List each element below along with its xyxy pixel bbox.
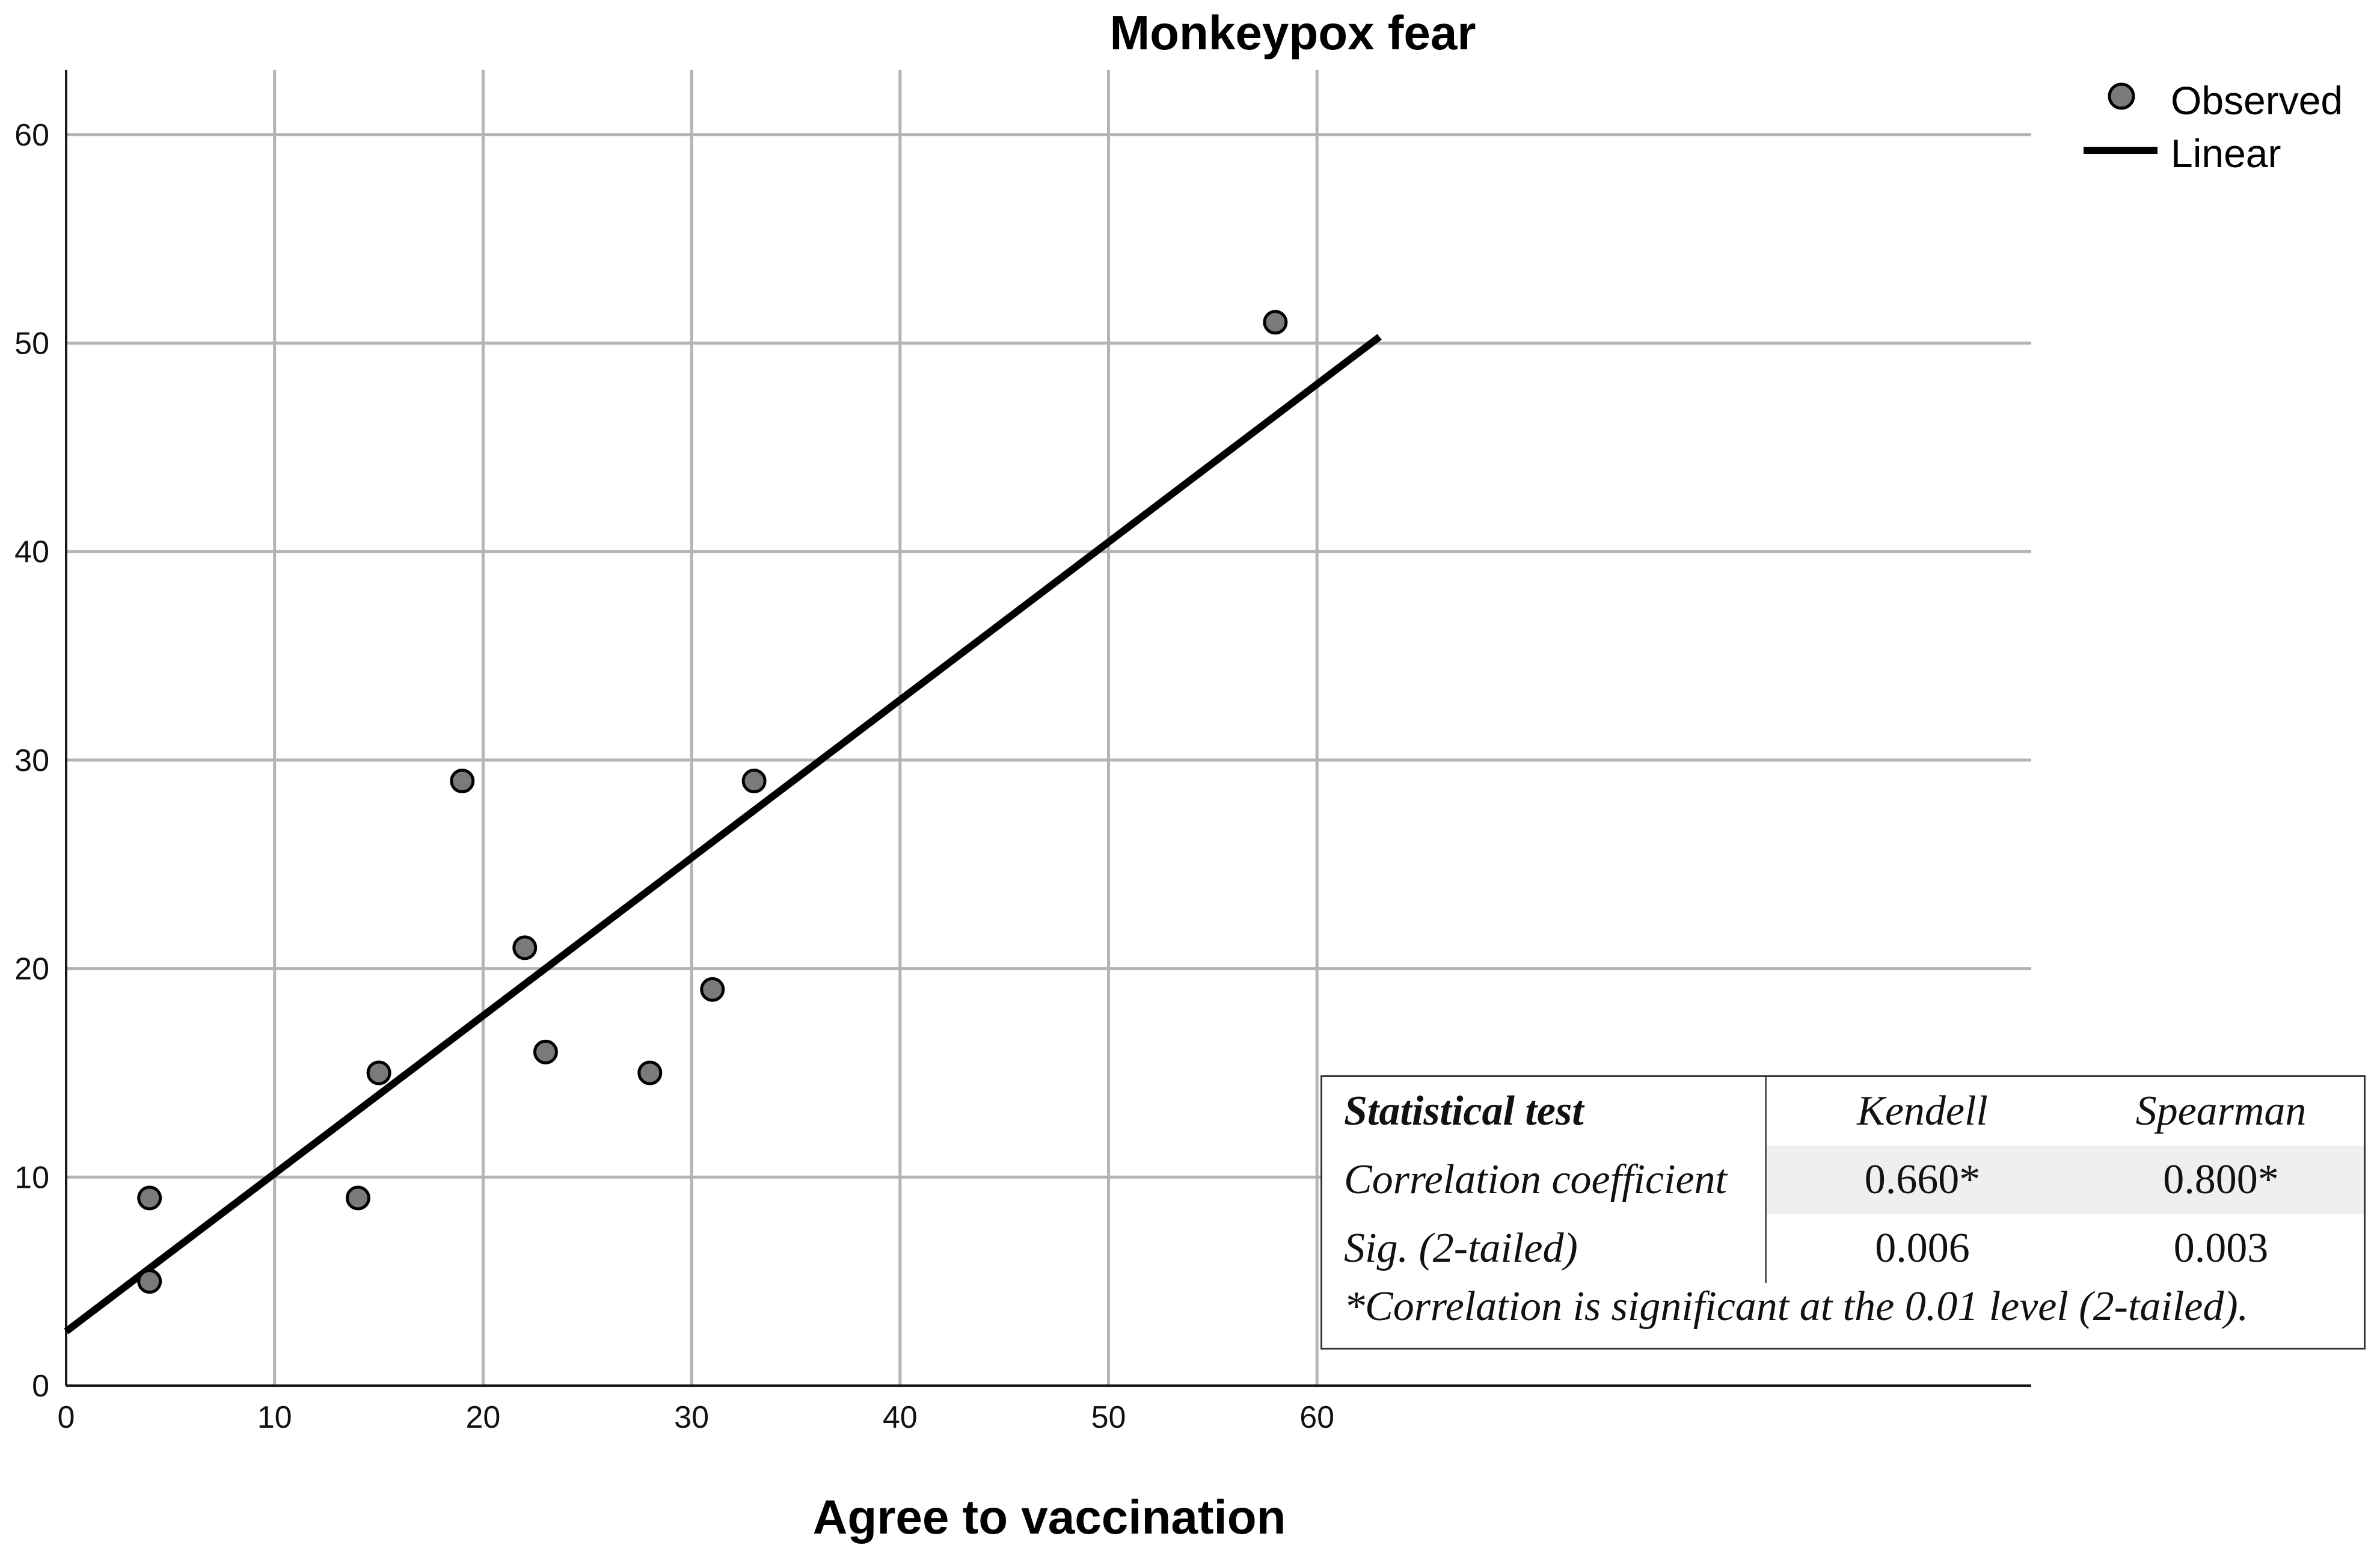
data-point — [700, 977, 725, 1002]
stats-header-kendell: Kendell — [1765, 1077, 2078, 1146]
x-tick-labels: 0 10 20 30 40 50 60 — [58, 1400, 1335, 1435]
stats-header-spearman: Spearman — [2135, 1088, 2307, 1134]
data-point — [366, 1060, 391, 1086]
data-point — [533, 1039, 558, 1064]
legend: Observed Linear — [2084, 78, 2343, 176]
grid-lines — [66, 70, 2031, 1386]
statistics-grid: Statistical test Kendell Spearman Correl… — [1322, 1077, 2364, 1283]
stats-kendell-value: 0.660* — [1765, 1146, 2078, 1214]
x-axis-title: Agree to vaccination — [813, 1490, 1286, 1544]
y-tick-label: 40 — [14, 535, 49, 570]
stats-header-row: Statistical test Kendell Spearman — [1322, 1077, 2364, 1146]
stats-footnote: *Correlation is significant at the 0.01 … — [1344, 1283, 2249, 1330]
linear-fit-line — [64, 334, 1382, 1335]
statistics-table: Statistical test Kendell Spearman Correl… — [1320, 1075, 2366, 1350]
stats-spearman-value: 0.800* — [2078, 1146, 2364, 1214]
y-tick-label: 60 — [14, 118, 49, 153]
y-tick-label: 30 — [14, 743, 49, 778]
y-tick-label: 10 — [14, 1160, 49, 1195]
x-tick-label: 50 — [1091, 1400, 1126, 1435]
y-tick-label: 50 — [14, 327, 49, 361]
stats-row-label: Sig. (2-tailed) — [1344, 1225, 1578, 1271]
data-points — [137, 310, 1288, 1294]
stats-row-significance: Sig. (2-tailed) 0.006 0.003 — [1322, 1214, 2364, 1283]
stats-header-label: Statistical test — [1344, 1088, 1584, 1134]
x-tick-label: 30 — [674, 1400, 709, 1435]
data-point — [512, 935, 538, 960]
legend-linear-label: Linear — [2171, 131, 2281, 176]
data-point — [741, 769, 767, 794]
data-point — [450, 769, 475, 794]
axes — [65, 70, 2031, 1387]
fit-line-group — [64, 334, 1382, 1335]
x-tick-label: 40 — [883, 1400, 918, 1435]
x-tick-label: 20 — [465, 1400, 500, 1435]
legend-observed-label: Observed — [2171, 78, 2343, 123]
y-tick-label: 20 — [14, 952, 49, 987]
data-point — [637, 1060, 663, 1086]
stats-row-label: Correlation coefficient — [1344, 1156, 1728, 1203]
data-point — [345, 1185, 370, 1211]
data-point — [137, 1185, 162, 1211]
data-point — [137, 1269, 162, 1294]
stats-row-correlation: Correlation coefficient 0.660* 0.800* — [1322, 1146, 2364, 1214]
y-tick-labels: 0 10 20 30 40 50 60 — [14, 118, 49, 1404]
stats-kendell-value: 0.006 — [1765, 1214, 2078, 1283]
chart-title: Monkeypox fear — [1109, 6, 1476, 60]
x-tick-label: 60 — [1299, 1400, 1334, 1435]
data-point — [1263, 310, 1288, 335]
x-tick-label: 10 — [257, 1400, 292, 1435]
x-tick-label: 0 — [58, 1400, 75, 1435]
y-tick-label: 0 — [32, 1369, 49, 1404]
stats-spearman-value: 0.003 — [2173, 1225, 2269, 1271]
legend-observed-marker — [2108, 82, 2135, 110]
